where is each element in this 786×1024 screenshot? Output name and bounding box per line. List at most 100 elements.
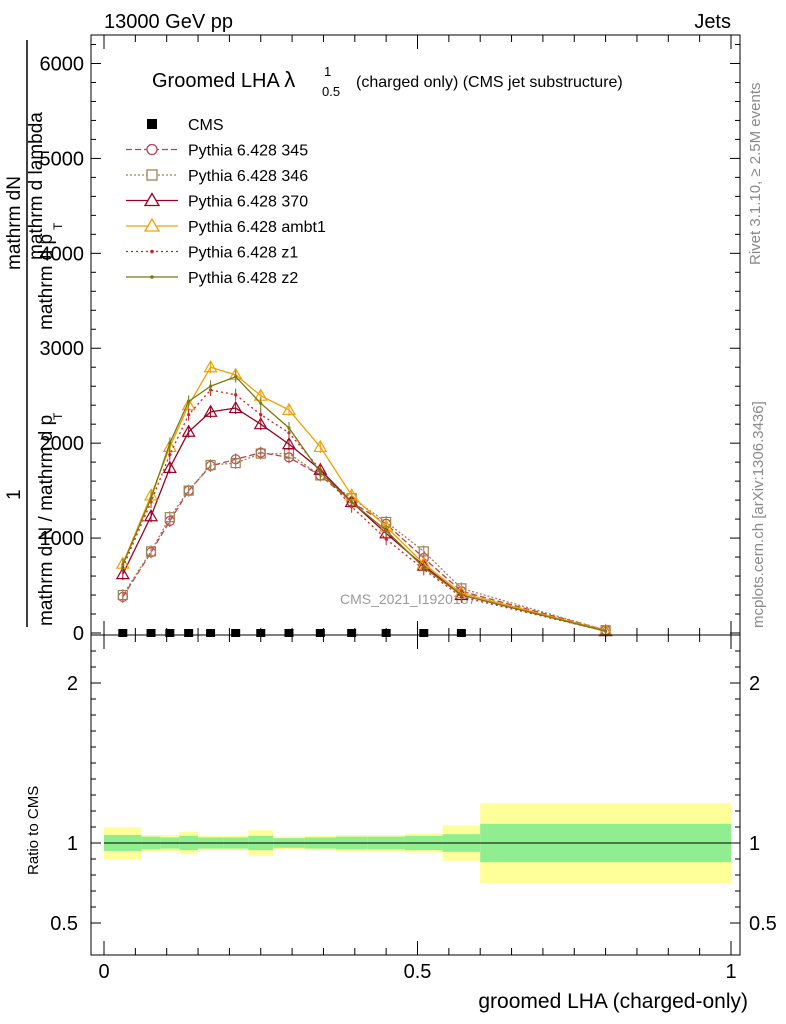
legend-marker	[146, 169, 158, 181]
series-marker-3	[253, 416, 268, 430]
legend-marker	[150, 275, 154, 279]
series-marker-2	[145, 546, 157, 557]
series-marker-4	[313, 439, 328, 453]
series-marker-6	[384, 528, 388, 533]
series-marker-2	[183, 485, 194, 496]
legend-label: Pythia 6.428 z2	[188, 270, 298, 287]
legend-label: Pythia 6.428 346	[188, 168, 308, 185]
legend-marker	[143, 192, 161, 207]
series-marker-3	[228, 400, 243, 414]
title-lambda: λ	[284, 67, 295, 92]
series-marker-2	[230, 457, 241, 469]
series-marker-5	[259, 413, 263, 417]
series-marker-2	[255, 448, 266, 459]
series-marker-2	[164, 512, 175, 523]
title-main: Groomed LHA	[152, 70, 284, 92]
series-marker-6	[208, 384, 213, 388]
cms-data-points	[118, 629, 466, 637]
cms-point	[256, 629, 266, 637]
cms-point	[118, 629, 128, 637]
ratio-y-tick-label-right: 0.5	[749, 913, 777, 935]
plot-title: Groomed LHA λ 1 0.5 (charged only) (CMS …	[152, 64, 623, 99]
ylabel-den-2: mathrm d p	[36, 234, 57, 330]
cms-point	[456, 629, 466, 637]
x-tick-label: 0.5	[404, 961, 432, 983]
series-marker-5	[168, 452, 172, 457]
main-y-tick-label: 6000	[40, 53, 85, 75]
series-line-4	[122, 366, 606, 632]
series-marker-6	[187, 399, 191, 403]
series-marker-6	[259, 401, 263, 405]
ylabel-sub-1: T	[51, 412, 65, 420]
mcplots-label: mcplots.cern.ch [arXiv:1306.3436]	[750, 401, 767, 628]
ylabel-sub-2: T	[51, 222, 65, 230]
series-marker-6	[149, 496, 153, 500]
legend: CMS Pythia 6.428 345 Pythia 6.428 346 Pythi…	[126, 117, 326, 287]
series-marker-6	[287, 426, 291, 430]
series-marker-6	[604, 629, 608, 633]
ratio-uncertainty-bands	[104, 803, 731, 883]
ratio-y-tick-label: 2	[67, 673, 78, 695]
main-y-label: mathrm d N / mathrm d p mathrm d p mathr…	[4, 40, 65, 627]
cms-point	[146, 629, 156, 637]
series-marker-2	[117, 589, 128, 601]
cms-point	[315, 629, 325, 637]
mc-curves	[115, 360, 613, 638]
cms-point	[419, 629, 429, 637]
ratio-y-tick-label-right: 1	[749, 833, 760, 855]
cms-point	[347, 629, 357, 637]
series-marker-6	[121, 563, 125, 567]
ratio-y-tick-label-right: 2	[749, 673, 760, 695]
series-marker-6	[350, 500, 354, 504]
series-marker-6	[459, 593, 463, 597]
series-marker-5	[234, 393, 238, 397]
legend-label: Pythia 6.428 370	[188, 194, 308, 211]
header-left: 13000 GeV pp	[104, 11, 233, 33]
x-axis-label: groomed LHA (charged-only)	[478, 990, 748, 1013]
x-tick-label: 1	[725, 961, 736, 983]
title-sub: 0.5	[322, 84, 340, 99]
series-line-6	[122, 375, 606, 632]
ylabel-numerator-1: 1	[4, 489, 25, 500]
main-y-axis: 0 1000 2000 3000 4000 5000 6000	[40, 43, 740, 645]
legend-marker	[150, 249, 154, 254]
ylabel-den-1: mathrm d N / mathrm d p	[36, 415, 57, 626]
series-marker-3	[162, 460, 177, 473]
series-marker-3	[203, 404, 218, 417]
analysis-watermark: CMS_2021_I1920187	[340, 591, 476, 607]
series-marker-4	[281, 402, 296, 416]
svg-text:Groomed LHA λ: Groomed LHA λ	[152, 67, 295, 92]
main-y-tick-label: 0	[73, 623, 84, 645]
cms-point	[184, 629, 194, 637]
series-line-1	[122, 451, 606, 631]
series-line-5	[122, 389, 606, 632]
title-sup: 1	[324, 64, 331, 79]
ratio-plot-frame	[90, 634, 741, 956]
series-line-3	[122, 407, 606, 632]
series-marker-3	[143, 509, 159, 522]
main-y-tick-label: 4000	[40, 243, 85, 265]
main-y-tick-label: 3000	[40, 338, 85, 360]
cms-point	[381, 629, 391, 637]
series-marker-3	[281, 436, 296, 450]
ratio-y-label: Ratio to CMS	[25, 786, 42, 875]
rivet-version-label: Rivet 3.1.10, ≥ 2.5M events	[747, 83, 764, 266]
header-right: Jets	[694, 11, 731, 33]
ratio-x-axis: 0 0.5 1	[98, 635, 737, 983]
series-marker-3	[115, 566, 130, 580]
main-y-tick-label: 1000	[40, 528, 85, 550]
legend-marker-cms	[147, 119, 157, 129]
ratio-y-tick-label: 0.5	[50, 913, 78, 935]
legend-label: CMS	[188, 117, 224, 134]
series-marker-5	[187, 413, 191, 417]
ylabel-num-2: mathrm d lambda	[26, 112, 47, 260]
legend-label: Pythia 6.428 345	[188, 143, 308, 160]
series-marker-4	[203, 360, 218, 373]
ratio-y-tick-label: 1	[67, 833, 78, 855]
cms-point	[231, 629, 241, 637]
legend-label: Pythia 6.428 z1	[188, 245, 298, 262]
ylabel-numerator-dN: mathrm dN	[4, 176, 25, 270]
legend-marker	[143, 217, 161, 232]
cms-point	[206, 629, 216, 637]
